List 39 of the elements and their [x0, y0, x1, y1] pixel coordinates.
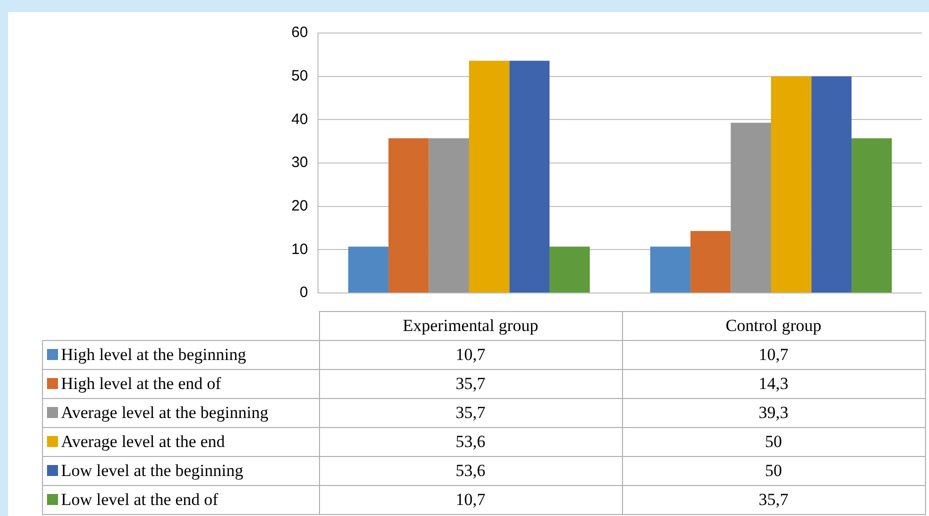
data-label: 35,7	[319, 370, 622, 398]
data-label: 10,7	[622, 340, 925, 370]
legend-label: Average level at the end	[61, 432, 225, 451]
bar	[852, 138, 892, 292]
data-label: 39,3	[622, 398, 925, 428]
data-label: 35,7	[319, 398, 622, 428]
data-label: 50	[622, 428, 925, 456]
x-tick-label: Experimental group	[319, 312, 622, 340]
x-tick-label: Control group	[622, 312, 925, 340]
bar	[428, 138, 469, 292]
data-label: 53,6	[319, 428, 622, 456]
y-tick-label: 50	[291, 67, 308, 84]
bar	[771, 76, 812, 292]
bar	[650, 246, 690, 292]
legend-label: High level at the beginning	[61, 345, 246, 364]
data-label: 14,3	[622, 370, 925, 398]
y-tick-label: 10	[291, 240, 308, 258]
bar	[690, 231, 731, 292]
bar	[811, 76, 852, 292]
y-tick-label: 60	[291, 24, 308, 42]
data-label: 10,7	[319, 486, 622, 514]
y-tick-label: 40	[291, 110, 308, 128]
legend-label: Average level at the beginning	[61, 403, 268, 422]
bar	[509, 60, 550, 292]
legend-label: Low level at the beginning	[61, 461, 244, 480]
bar	[348, 246, 388, 292]
y-tick-label: 0	[300, 284, 308, 302]
legend-label: High level at the end of	[61, 374, 222, 393]
legend-label: Low level at the end of	[61, 490, 218, 509]
bar	[469, 60, 510, 292]
data-label: 50	[622, 456, 925, 486]
data-label: 35,7	[622, 486, 925, 514]
bar	[730, 122, 771, 292]
data-label: 10,7	[319, 340, 622, 370]
bar	[550, 246, 590, 292]
y-tick-label: 30	[291, 154, 308, 172]
y-tick-label: 20	[291, 197, 308, 214]
data-label: 53,6	[319, 456, 622, 486]
bar	[388, 138, 429, 292]
